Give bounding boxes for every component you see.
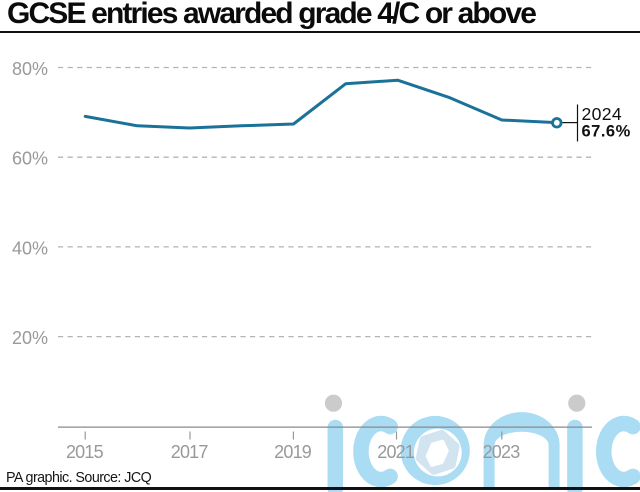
svg-text:80%: 80% <box>12 59 48 79</box>
svg-text:2023: 2023 <box>483 442 521 462</box>
svg-text:2019: 2019 <box>274 442 312 462</box>
svg-text:2015: 2015 <box>66 442 104 462</box>
svg-text:60%: 60% <box>12 149 48 169</box>
svg-text:20%: 20% <box>12 328 48 348</box>
svg-text:2024: 2024 <box>582 104 623 124</box>
svg-text:2017: 2017 <box>171 442 209 462</box>
svg-text:67.6%: 67.6% <box>582 123 631 141</box>
svg-text:40%: 40% <box>12 238 48 258</box>
svg-text:2021: 2021 <box>377 442 415 462</box>
